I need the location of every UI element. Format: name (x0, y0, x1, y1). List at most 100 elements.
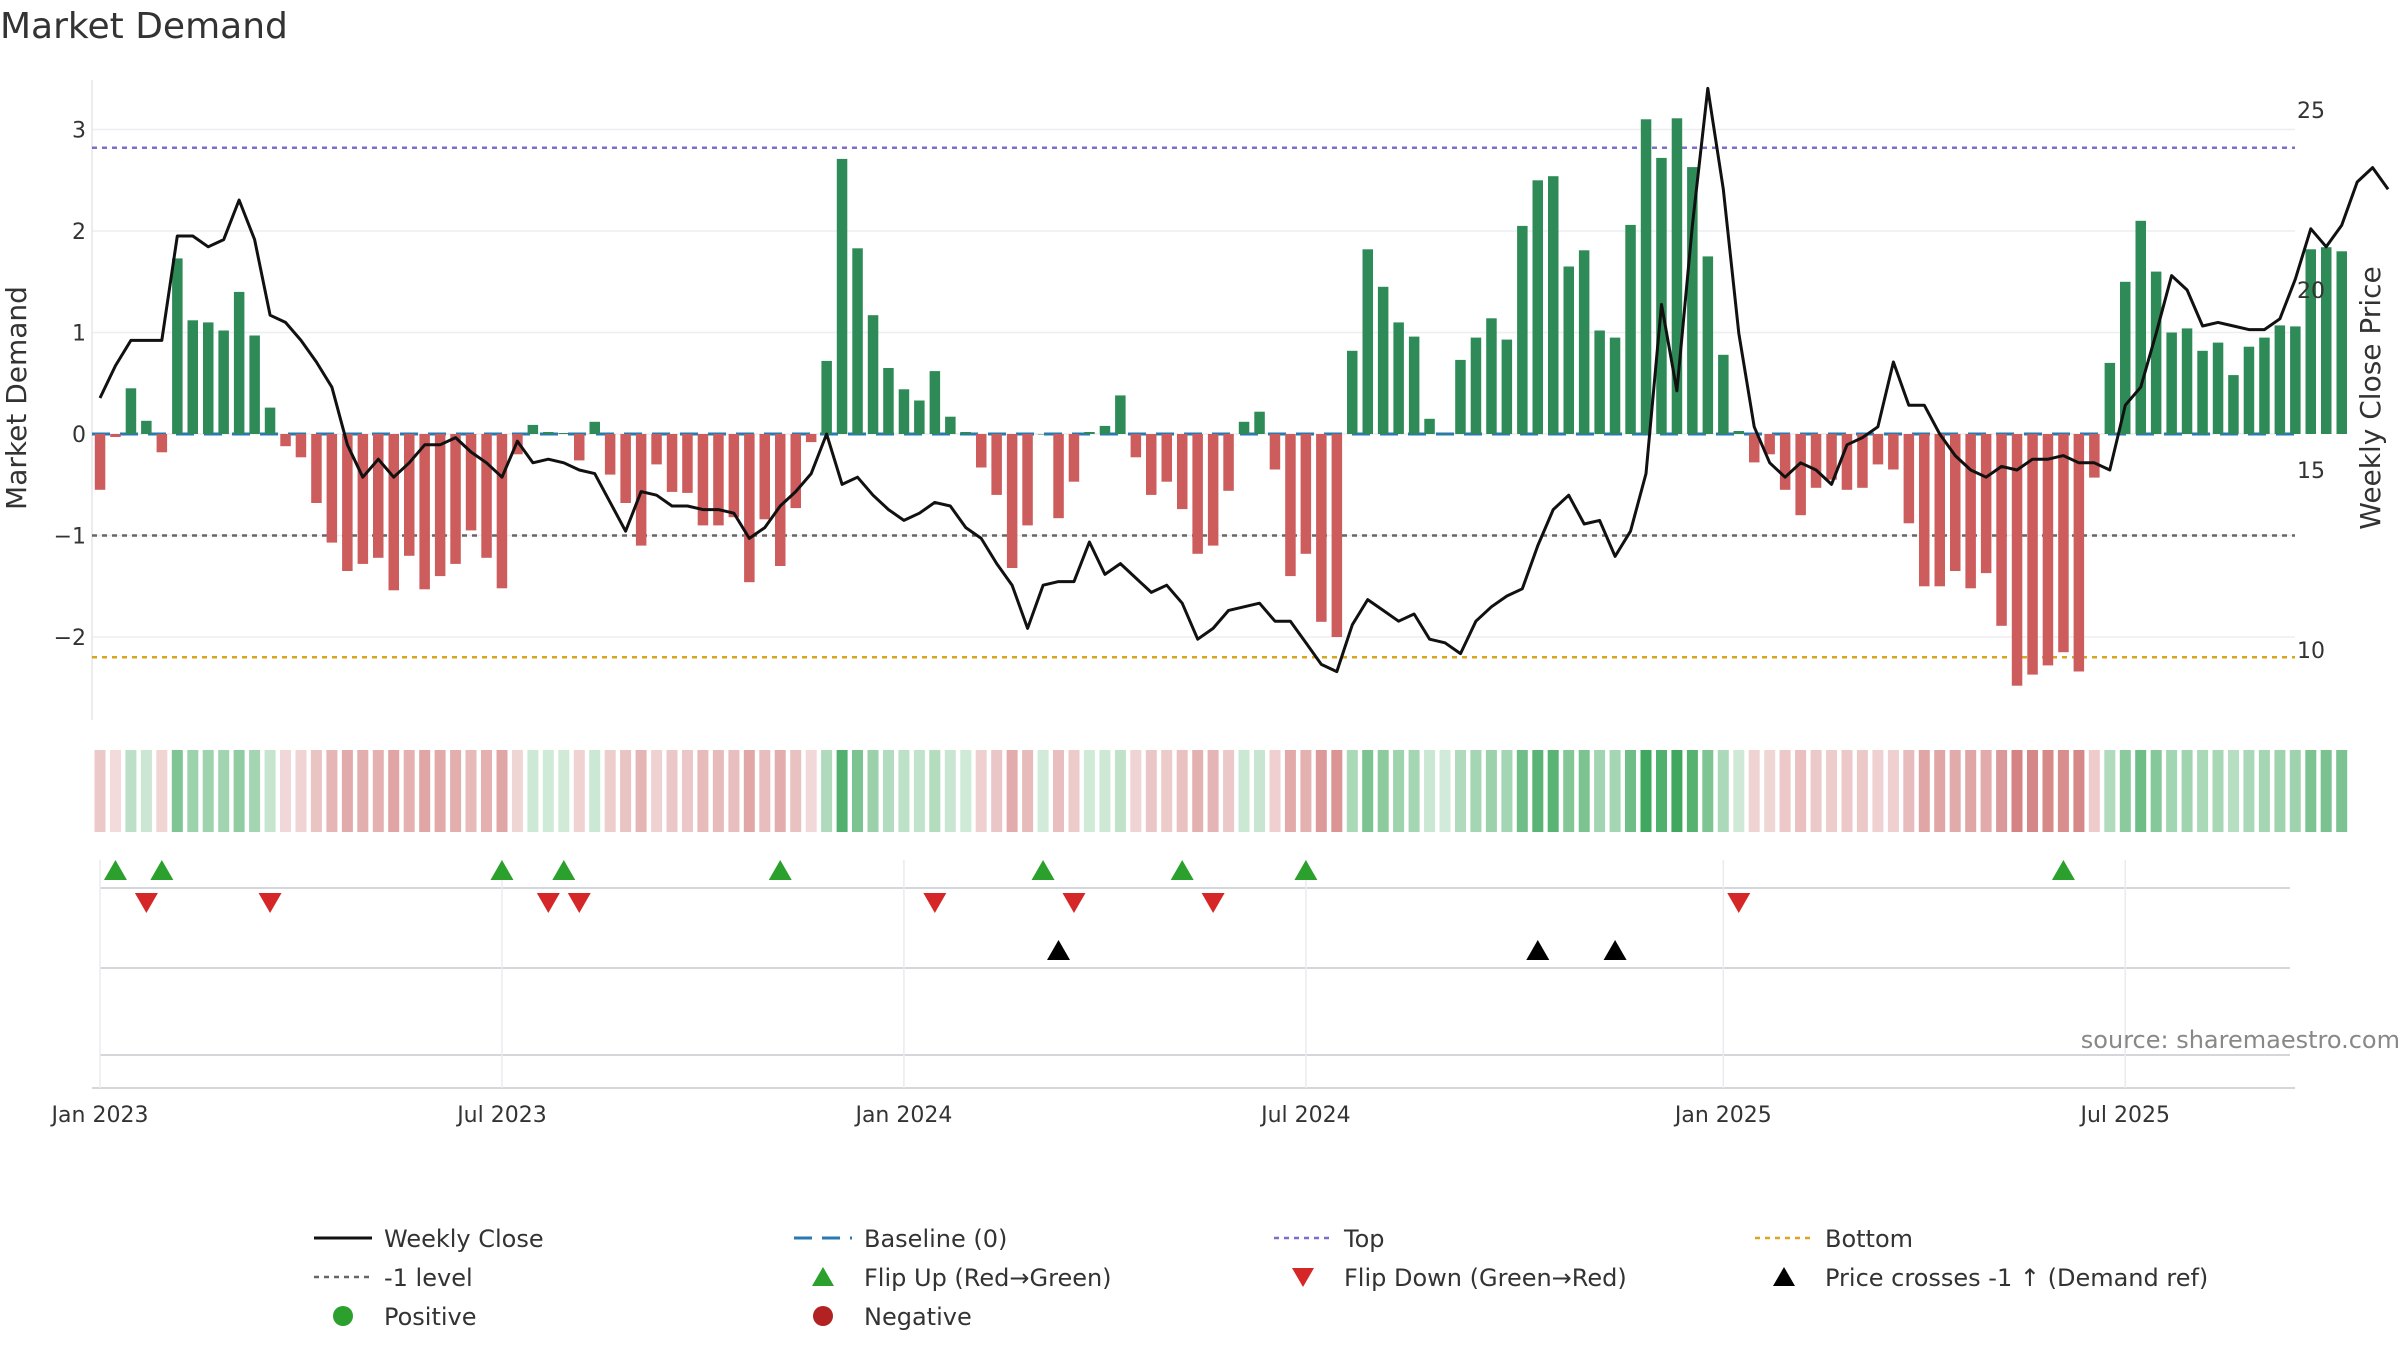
right-axis-title: Weekly Close Price (2354, 266, 2387, 529)
flip-up-marker (1294, 860, 1318, 880)
heat-cell (1810, 750, 1822, 832)
demand-bar-negative (1950, 434, 1961, 571)
heat-cell (1671, 750, 1683, 832)
heat-cell (1254, 750, 1265, 832)
heat-cell (1547, 750, 1559, 832)
demand-bar-negative (1130, 434, 1142, 458)
demand-bar-positive (1733, 431, 1744, 434)
heat-cell (125, 750, 137, 832)
flip-up-marker (1031, 860, 1055, 880)
demand-bar-negative (2089, 434, 2100, 478)
flip-up-marker (103, 860, 127, 880)
demand-bar-positive (527, 424, 539, 434)
heat-cell (357, 750, 369, 832)
flip-down-marker (567, 893, 591, 913)
demand-bar-positive (1238, 421, 1250, 434)
price-cross-marker (1526, 940, 1550, 960)
demand-bar-negative (976, 434, 987, 468)
legend-swatch (1773, 1267, 1795, 1286)
heat-cell (1578, 750, 1590, 832)
left-axis-title: Market Demand (0, 286, 33, 510)
demand-bar-positive (2336, 251, 2347, 434)
demand-bar-positive (1625, 224, 1636, 434)
heat-cell (2336, 750, 2348, 832)
heat-cell (1795, 750, 1807, 832)
heat-cell (2258, 750, 2270, 832)
heat-cell (743, 750, 755, 832)
demand-bar-positive (589, 421, 600, 434)
heat-cell (1748, 750, 1760, 832)
heat-cell (2088, 750, 2100, 832)
grid-lines (91, 80, 2295, 720)
flip-down-marker (1062, 893, 1086, 913)
heat-cell (867, 750, 879, 832)
heat-cell (2011, 750, 2023, 832)
heat-cell (1346, 750, 1358, 832)
demand-bar-positive (1377, 286, 1389, 434)
heat-cell (960, 750, 972, 832)
demand-bar-negative (280, 434, 291, 447)
heat-cell (1609, 750, 1621, 832)
heat-cell (2027, 750, 2038, 832)
heat-cell (1841, 750, 1853, 832)
demand-bar-positive (1578, 250, 1590, 434)
heat-cell (1656, 750, 1667, 832)
demand-bar-positive (233, 291, 245, 434)
heat-cell (1733, 750, 1745, 832)
demand-bar-positive (1115, 395, 1126, 434)
left-tick-label: 1 (72, 322, 86, 347)
flip-down-marker (536, 893, 560, 913)
legend-label: Positive (384, 1303, 477, 1331)
legend-label: -1 level (384, 1264, 473, 1292)
heat-cell (2166, 750, 2178, 832)
demand-bar-positive (1424, 418, 1435, 434)
demand-bar-positive (960, 432, 971, 434)
demand-bar-negative (311, 434, 322, 503)
demand-bar-positive (2274, 325, 2286, 434)
demand-bar-positive (883, 368, 894, 434)
heat-cell (2135, 750, 2147, 832)
demand-bar-negative (326, 434, 338, 543)
demand-bar-negative (1146, 434, 1157, 495)
flip-down-marker (258, 893, 282, 913)
demand-bar-negative (1841, 434, 1853, 490)
demand-bar-positive (1656, 157, 1667, 434)
demand-bar-negative (759, 434, 770, 520)
demand-bar-negative (1161, 434, 1172, 482)
flip-up-marker (150, 860, 174, 880)
demand-heat-strip (94, 750, 2348, 832)
heat-cell (774, 750, 786, 832)
price-cross-marker (1047, 940, 1071, 960)
left-tick-label: −1 (54, 525, 86, 550)
demand-bar-positive (929, 371, 941, 434)
flip-down-marker (1727, 893, 1751, 913)
demand-bar-positive (1501, 339, 1513, 434)
heat-cell (1207, 750, 1219, 832)
heat-cell (1516, 750, 1528, 832)
heat-cell (249, 750, 261, 832)
demand-bar-negative (156, 434, 168, 453)
heat-cell (388, 750, 400, 832)
heat-cell (156, 750, 168, 832)
flip-up-marker (552, 860, 576, 880)
heat-cell (635, 750, 647, 832)
heat-cell (140, 750, 152, 832)
heat-cell (1238, 750, 1250, 832)
right-tick-label: 10 (2297, 639, 2325, 664)
heat-cell (1764, 750, 1776, 832)
demand-bar-negative (1934, 434, 1945, 587)
legend-item-top: Top (1274, 1225, 1385, 1253)
left-tick-label: −2 (54, 626, 86, 651)
x-tick-label: Jan 2025 (1673, 1103, 1772, 1128)
heat-cell (1006, 750, 1018, 832)
heat-cell (1702, 750, 1714, 832)
demand-bar-positive (1718, 354, 1729, 434)
heat-cell (1161, 750, 1173, 832)
heat-cell (2119, 750, 2131, 832)
heat-cell (280, 750, 291, 832)
demand-bar-negative (465, 434, 477, 531)
demand-bar-negative (744, 434, 755, 583)
demand-bar-negative (713, 434, 724, 526)
heat-cell (651, 750, 663, 832)
demand-bar-negative (1177, 434, 1188, 510)
